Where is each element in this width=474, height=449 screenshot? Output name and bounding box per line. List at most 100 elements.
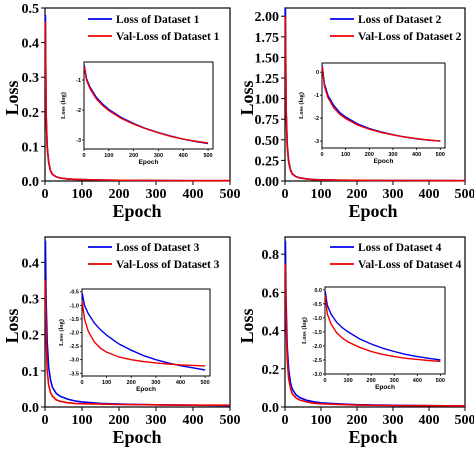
x-tick-label: 0 (42, 187, 49, 202)
legend-label-2: Val-Loss of Dataset 4 (358, 259, 462, 271)
panel-4: 0 100 200 300 400 500 0.0 0.2 0.4 0.6 0.8 Epoch Loss… (237, 236, 474, 447)
y-tick-label: 0.2 (262, 363, 280, 378)
y-tick-label: 0.6 (262, 286, 280, 301)
inset-series-2-line (83, 66, 209, 144)
x-tick-label: 400 (183, 187, 204, 202)
inset-y-tick-label: -2.5 (313, 358, 322, 364)
legend-label-2: Val-Loss of Dataset 2 (358, 31, 462, 43)
x-tick-label: 200 (347, 413, 368, 428)
inset-x-tick-label: 300 (388, 152, 397, 158)
y-axis-label: Loss (237, 308, 257, 343)
panel-1: 0 100 200 300 400 500 0.0 0.1 0.2 0.3 0.4 0.5 Epoch L… (2, 2, 241, 221)
inset-y-tick-label: -0.5 (313, 302, 322, 308)
x-tick-label: 500 (220, 187, 241, 202)
panel-3-plot-frame (44, 236, 231, 408)
inset-y-tick-label: -3.0 (70, 358, 79, 364)
y-tick-label: 0.4 (22, 37, 40, 52)
inset-x-tick-label: 300 (390, 378, 399, 384)
x-axis-label: Epoch (112, 427, 161, 447)
x-tick-label: 400 (419, 187, 440, 202)
y-axis-label: Loss (2, 308, 22, 343)
x-tick-label: 100 (311, 187, 332, 202)
inset-y-tick-label: -2.0 (313, 344, 322, 350)
x-tick-label: 500 (220, 413, 241, 428)
inset-y-tick-label: 0 (316, 70, 319, 76)
y-tick-label: 0.4 (262, 325, 280, 340)
inset-series-2-line (321, 66, 441, 142)
y-tick-label: 1.75 (255, 31, 280, 46)
y-tick-label: 1.00 (255, 93, 280, 108)
y-tick-label: 0.50 (255, 134, 280, 149)
inset-x-tick-label: 200 (367, 378, 376, 384)
inset-x-tick-label: 100 (343, 378, 352, 384)
y-tick-label: 0.8 (262, 248, 280, 263)
main-series-2-line (284, 16, 466, 182)
y-tick-label: 0.4 (22, 256, 40, 271)
inset-y-axis-label: Loss (log) (298, 92, 305, 119)
inset-frame (81, 288, 211, 377)
inset-frame (321, 62, 446, 149)
y-tick-label: 0.0 (262, 401, 280, 416)
inset-y-tick-label: -1.5 (70, 317, 79, 323)
inset-x-tick-label: 0 (320, 152, 323, 158)
x-axis-label: Epoch (348, 427, 397, 447)
inset-x-tick-label: 500 (203, 153, 212, 159)
inset-y-tick-label: -3.5 (70, 371, 79, 377)
inset-x-tick-label: 400 (179, 153, 188, 159)
legend-label-2: Val-Loss of Dataset 3 (116, 259, 220, 271)
inset-x-tick-label: 100 (104, 153, 113, 159)
y-tick-label: 0.5 (22, 2, 40, 17)
y-tick-label: 0.0 (22, 401, 40, 416)
x-tick-label: 400 (183, 413, 204, 428)
inset-y-tick-label: -1 (314, 93, 319, 99)
inset-x-tick-label: 300 (151, 380, 160, 386)
inset-4: 0 100 200 300 400 500 0.0 -0.5 -1.0 -1.5 -2.0 -2.5 -… (301, 286, 446, 391)
inset-series-2-line (324, 295, 441, 363)
inset-y-tick-label: -2.5 (70, 344, 79, 350)
inset-x-tick-label: 200 (129, 153, 138, 159)
legend-label-1: Loss of Dataset 2 (358, 14, 442, 26)
y-tick-label: 0.75 (255, 113, 280, 128)
y-tick-label: 0.25 (255, 154, 280, 169)
inset-x-tick-label: 500 (200, 380, 209, 386)
inset-y-axis-label: Loss (log) (60, 92, 67, 119)
inset-y-tick-label: -2.0 (70, 331, 79, 337)
x-tick-label: 200 (347, 187, 368, 202)
inset-frame (83, 61, 214, 150)
y-axis-label: Loss (237, 80, 257, 115)
inset-y-tick-label: -0.5 (70, 290, 79, 296)
legend-label-1: Loss of Dataset 3 (116, 242, 200, 254)
y-tick-label: 0.2 (22, 106, 40, 121)
inset-x-axis-label: Epoch (375, 384, 395, 391)
main-series-2-line (44, 21, 230, 182)
x-tick-label: 100 (72, 413, 93, 428)
y-axis-label: Loss (2, 80, 22, 115)
y-tick-label: 1.25 (255, 72, 280, 87)
x-tick-label: 200 (109, 413, 130, 428)
inset-3: 0 100 200 300 400 500 -0.5 -1.0 -1.5 -2.0 -2.5 -3.0… (58, 288, 211, 393)
inset-2: 0 100 200 300 400 500 0 -1 -2 -3 Epoch Loss (log) (298, 62, 446, 165)
y-tick-label: 0.1 (22, 140, 40, 155)
y-tick-label: 0.3 (22, 292, 40, 307)
inset-x-tick-label: 100 (102, 380, 111, 386)
x-tick-label: 300 (383, 187, 404, 202)
inset-x-tick-label: 0 (80, 380, 83, 386)
x-tick-label: 100 (311, 413, 332, 428)
x-tick-label: 200 (109, 187, 130, 202)
panel-4-plot-frame (284, 236, 466, 408)
inset-x-axis-label: Epoch (139, 159, 159, 166)
x-tick-label: 100 (72, 187, 93, 202)
inset-x-tick-label: 500 (436, 378, 445, 384)
inset-y-tick-label: -2 (314, 116, 319, 122)
inset-x-tick-label: 400 (176, 380, 185, 386)
x-tick-label: 300 (146, 187, 167, 202)
x-tick-label: 500 (455, 413, 474, 428)
legend-label-1: Loss of Dataset 4 (358, 242, 442, 254)
inset-x-tick-label: 200 (127, 380, 136, 386)
inset-y-tick-label: -3.0 (313, 372, 322, 378)
panel-2: 0 100 200 300 400 500 0.00 0.25 0.50 0.75 1.00 1.25… (237, 7, 474, 221)
y-tick-label: 0.1 (22, 365, 40, 380)
inset-x-tick-label: 500 (436, 152, 445, 158)
x-tick-label: 500 (455, 187, 474, 202)
